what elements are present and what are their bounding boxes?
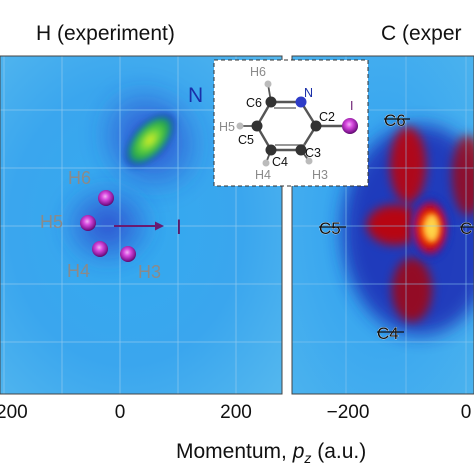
- atom-c5: [251, 120, 263, 132]
- x-axis-label-prefix: Momentum,: [176, 440, 293, 463]
- c6-arm: [390, 127, 426, 203]
- tick-left-200: 200: [220, 402, 252, 423]
- h3-sphere: [120, 246, 136, 262]
- h4-sphere: [92, 241, 108, 257]
- label-h3: H3: [138, 262, 161, 282]
- inset-label-c2: C2: [319, 110, 335, 124]
- x-axis-label-sub: z: [303, 450, 311, 466]
- tick-left-neg200: 200: [0, 402, 28, 423]
- inset-label-c4: C4: [272, 155, 288, 169]
- left-panel-title: H (experiment): [36, 22, 175, 45]
- n-blob: [122, 110, 178, 170]
- label-n: N: [188, 84, 203, 107]
- atom-c6: [265, 96, 277, 108]
- label-c4: C4: [377, 324, 399, 343]
- right-panel-frame: [291, 55, 474, 395]
- inset-label-c5: C5: [238, 133, 254, 147]
- x-axis-label-var: p: [292, 440, 305, 463]
- label-h4: H4: [67, 261, 90, 281]
- inset-label-h3: H3: [312, 168, 328, 182]
- atom-i: [342, 118, 358, 134]
- right-heatmap: C6 C5 C4 C: [292, 56, 474, 394]
- c-right-arm: [452, 135, 474, 215]
- atom-c2: [310, 120, 322, 132]
- atom-h6: [264, 80, 272, 88]
- atom-c3: [295, 144, 307, 156]
- h-ring-halo: [58, 180, 158, 270]
- right-panel-title: C (exper: [381, 22, 462, 45]
- x-axis-label-suffix: (a.u.): [311, 440, 366, 463]
- atom-h3: [305, 157, 313, 165]
- molecule-inset: H6 C6 N H5 C2 I C5 C3 C4 H4 H3: [213, 59, 369, 187]
- x-axis-ticks: 200 0 200 −200 0: [0, 402, 471, 423]
- c-core-yellow: [425, 214, 439, 242]
- inset-label-h5: H5: [219, 120, 235, 134]
- inset-label-c3: C3: [305, 146, 321, 160]
- inset-label-i: I: [350, 99, 353, 113]
- inset-label-h4: H4: [255, 168, 271, 182]
- label-i: I: [176, 216, 182, 239]
- atom-h5: [236, 122, 244, 130]
- left-heatmap: N H6 H5 H4 H3 I: [0, 56, 282, 394]
- inset-label-c6: C6: [246, 96, 262, 110]
- tick-left-0: 0: [115, 402, 126, 423]
- right-panel: C6 C5 C4 C: [291, 55, 474, 395]
- c4-arm: [392, 258, 432, 322]
- atom-h4: [262, 159, 270, 167]
- i-arrowhead: [155, 221, 164, 231]
- label-c6: C6: [384, 111, 406, 130]
- h6-sphere: [98, 190, 114, 206]
- tick-right-neg200: −200: [327, 402, 370, 423]
- label-h5: H5: [40, 212, 63, 232]
- inset-label-n: N: [304, 86, 313, 100]
- inset-label-h6: H6: [250, 65, 266, 79]
- left-panel-frame: [0, 55, 283, 395]
- atom-c4: [265, 144, 277, 156]
- atom-n: [295, 96, 307, 108]
- label-c5: C5: [319, 219, 341, 238]
- label-c-partial: C: [460, 219, 472, 238]
- label-h6: H6: [68, 168, 91, 188]
- tick-right-0: 0: [461, 402, 472, 423]
- h5-sphere: [80, 215, 96, 231]
- x-axis-label: Momentum, pz (a.u.): [176, 440, 366, 466]
